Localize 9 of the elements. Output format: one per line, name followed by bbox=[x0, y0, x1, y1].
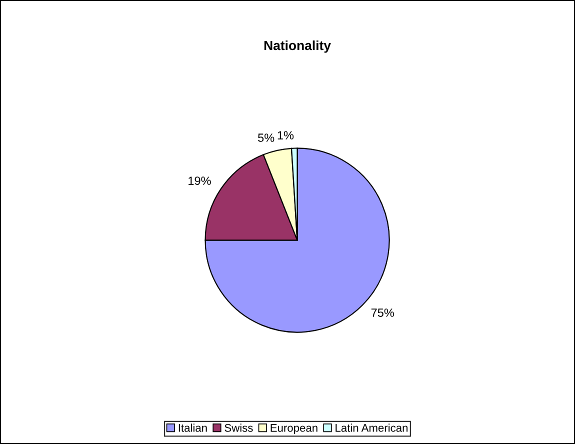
legend-label: European bbox=[270, 424, 318, 434]
data-label: 75% bbox=[371, 308, 394, 317]
data-label: 5% bbox=[258, 134, 274, 142]
legend-label: Latin American bbox=[336, 424, 408, 432]
data-label: 1% bbox=[278, 131, 294, 140]
chart-title: Nationality bbox=[264, 40, 331, 53]
legend-label: Italian bbox=[178, 424, 207, 432]
legend-label: Swiss bbox=[224, 424, 253, 432]
data-label: 19% bbox=[188, 176, 211, 185]
